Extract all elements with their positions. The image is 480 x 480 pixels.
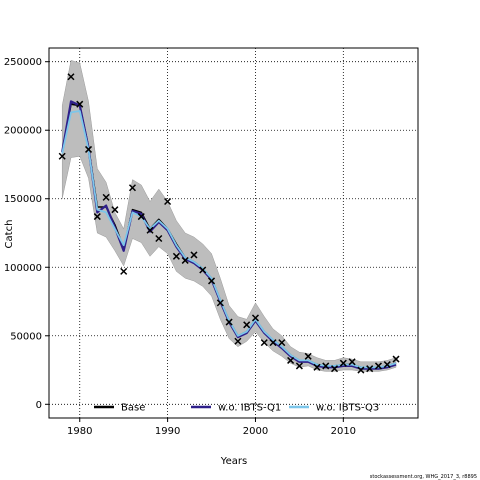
x-tick-label: 2010 [331, 426, 356, 437]
observed-point [374, 362, 382, 370]
observed-point [383, 361, 391, 369]
observed-point [287, 356, 295, 364]
observed-point [120, 267, 128, 275]
x-tick-label: 1990 [155, 426, 180, 437]
observed-point [278, 339, 286, 347]
observed-point [181, 256, 189, 264]
x-tick-label: 2000 [243, 426, 268, 437]
observed-point [199, 266, 207, 274]
observed-point [234, 337, 242, 345]
x-tick-label: 1980 [67, 426, 92, 437]
observed-point [85, 145, 93, 153]
legend-entry: w.o. IBTS-Q3 [289, 403, 379, 414]
observed-point [295, 362, 303, 370]
observed-point [304, 352, 312, 360]
y-tick-label: 100000 [4, 263, 42, 274]
plot-frame [48, 47, 419, 419]
legend-entry: Base [94, 403, 145, 414]
observed-point [102, 193, 110, 201]
legend: Base w.o. IBTS-Q1 w.o. IBTS-Q3 [94, 403, 379, 414]
y-axis-ticks: 0 50000 100000 150000 200000 250000 [4, 57, 49, 411]
observed-point [111, 206, 119, 214]
legend-label: w.o. IBTS-Q3 [316, 403, 379, 414]
legend-entry: w.o. IBTS-Q1 [191, 403, 281, 414]
observed-point [322, 362, 330, 370]
x-axis-label: Years [220, 456, 247, 467]
observed-point [67, 73, 75, 81]
y-tick-label: 50000 [10, 331, 42, 342]
observed-point [208, 277, 216, 285]
legend-label: Base [121, 403, 145, 414]
y-tick-label: 150000 [4, 194, 42, 205]
observed-point [93, 213, 101, 221]
observed-point [331, 365, 339, 373]
observed-point [128, 184, 136, 192]
observed-point [392, 355, 400, 363]
observed-point [76, 100, 84, 108]
observed-point [58, 152, 66, 160]
observed-point [146, 226, 154, 234]
y-tick-label: 250000 [4, 57, 42, 68]
observed-point [137, 213, 145, 221]
observed-point [366, 365, 374, 373]
y-tick-label: 0 [36, 400, 42, 411]
observed-point [348, 358, 356, 366]
source-credit: stockassessment.org, WHG_2017_3, r8895 [369, 474, 477, 480]
confidence-band [61, 59, 397, 372]
y-tick-label: 200000 [4, 126, 42, 137]
observed-point [243, 321, 251, 329]
observed-point [164, 197, 172, 206]
observed-point [251, 314, 259, 322]
observed-point [269, 339, 277, 347]
observed-point [172, 252, 180, 260]
observed-point [260, 339, 268, 347]
series-line-wo-ibts-q3 [61, 110, 397, 369]
observed-point [190, 251, 198, 259]
legend-label: w.o. IBTS-Q1 [218, 403, 281, 414]
observed-point [225, 318, 233, 326]
observed-point [357, 366, 365, 374]
observed-point [313, 363, 321, 371]
observed-point [155, 234, 163, 243]
x-axis-ticks: 1980 1990 2000 2010 [67, 418, 356, 437]
observed-points [58, 73, 400, 374]
observed-point [216, 299, 224, 307]
y-axis-label: Catch [4, 220, 15, 249]
observed-point [339, 359, 347, 367]
